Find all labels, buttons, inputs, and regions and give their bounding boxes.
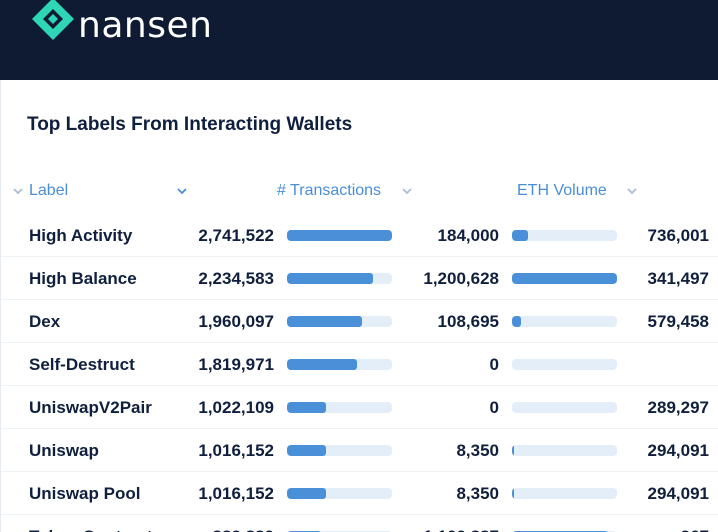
eth-volume-bar-fill xyxy=(512,316,521,327)
eth-volume-sort-chevron-icon[interactable] xyxy=(625,184,639,198)
transactions-bar-fill xyxy=(287,402,326,413)
row-label: High Activity xyxy=(29,226,133,245)
table-row[interactable]: Self-Destruct 1,819,971 0 xyxy=(1,343,718,386)
row-label: Self-Destruct xyxy=(29,355,135,374)
eth-volume-value: 1,100,887 xyxy=(423,515,499,532)
eth-volume-bar-fill xyxy=(512,488,514,499)
eth-volume-bar xyxy=(512,273,617,284)
extra-value: 289,297 xyxy=(647,398,709,417)
transactions-value: 2,741,522 xyxy=(198,226,274,245)
eth-volume-bar xyxy=(512,359,617,370)
transactions-value: 1,819,971 xyxy=(198,355,274,374)
eth-volume-value: 0 xyxy=(489,398,499,417)
extra-value: 736,001 xyxy=(647,226,709,245)
transactions-bar-fill xyxy=(287,230,392,241)
eth-volume-value: 1,200,628 xyxy=(423,269,499,288)
row-label: Uniswap Pool xyxy=(29,484,141,503)
table-row[interactable]: High Balance 2,234,583 1,200,628 341,497 xyxy=(1,257,718,300)
table-row[interactable]: Uniswap Pool 1,016,152 8,350 294,091 xyxy=(1,472,718,515)
column-header-transactions[interactable]: # Transactions xyxy=(277,182,382,199)
transactions-bar-fill xyxy=(287,488,326,499)
row-label: UniswapV2Pair xyxy=(29,398,152,417)
transactions-bar xyxy=(287,445,392,456)
eth-volume-value: 0 xyxy=(489,355,499,374)
column-header-eth-volume[interactable]: ETH Volume xyxy=(517,182,607,199)
row-label: Token Contract xyxy=(29,515,152,532)
label-sort-chevron-icon[interactable] xyxy=(175,184,189,198)
extra-value: 294,091 xyxy=(647,484,709,503)
eth-volume-bar-fill xyxy=(512,273,617,284)
transactions-bar xyxy=(287,230,392,241)
extra-value: 967 xyxy=(681,515,709,532)
transactions-value: 1,016,152 xyxy=(198,441,274,460)
eth-volume-bar-fill xyxy=(512,230,528,241)
transactions-value: 882,880 xyxy=(213,515,274,532)
table-row[interactable]: UniswapV2Pair 1,022,109 0 289,297 xyxy=(1,386,718,429)
eth-volume-bar xyxy=(512,230,617,241)
eth-volume-value: 108,695 xyxy=(437,312,499,331)
eth-volume-value: 184,000 xyxy=(437,226,499,245)
eth-volume-bar xyxy=(512,316,617,327)
transactions-bar-fill xyxy=(287,359,357,370)
transactions-bar-fill xyxy=(287,445,326,456)
transactions-value: 1,016,152 xyxy=(198,484,274,503)
eth-volume-bar-fill xyxy=(512,445,514,456)
transactions-bar-fill xyxy=(287,316,362,327)
table-row[interactable]: Dex 1,960,097 108,695 579,458 xyxy=(1,300,718,343)
eth-volume-value: 8,350 xyxy=(456,484,499,503)
extra-value: 579,458 xyxy=(647,312,709,331)
panel-title: Top Labels From Interacting Wallets xyxy=(27,114,353,135)
extra-value: 341,497 xyxy=(647,269,709,288)
top-labels-panel: Top Labels From Interacting Wallets Labe… xyxy=(0,80,718,532)
sort-chevron-icon[interactable] xyxy=(11,184,25,198)
top-header: nansen xyxy=(0,0,718,80)
brand-name: nansen xyxy=(78,5,213,46)
transactions-bar xyxy=(287,402,392,413)
table-row[interactable]: Uniswap 1,016,152 8,350 294,091 xyxy=(1,429,718,472)
row-label: Dex xyxy=(29,312,61,331)
transactions-bar-fill xyxy=(287,273,373,284)
eth-volume-value: 8,350 xyxy=(456,441,499,460)
transactions-value: 2,234,583 xyxy=(198,269,274,288)
extra-value: 294,091 xyxy=(647,441,709,460)
row-label: Uniswap xyxy=(29,441,99,460)
table-row[interactable]: Token Contract 882,880 1,100,887 967 xyxy=(1,515,718,532)
transactions-bar xyxy=(287,359,392,370)
transactions-value: 1,960,097 xyxy=(198,312,274,331)
nansen-logo-mark-icon xyxy=(28,0,78,44)
eth-volume-bar xyxy=(512,488,617,499)
eth-volume-bar xyxy=(512,402,617,413)
transactions-bar xyxy=(287,273,392,284)
table-row[interactable]: High Activity 2,741,522 184,000 736,001 xyxy=(1,214,718,257)
column-header-label[interactable]: Label xyxy=(29,182,69,199)
row-label: High Balance xyxy=(29,269,137,288)
eth-volume-bar xyxy=(512,445,617,456)
transactions-bar xyxy=(287,316,392,327)
transactions-bar xyxy=(287,488,392,499)
transactions-value: 1,022,109 xyxy=(198,398,274,417)
transactions-sort-chevron-icon[interactable] xyxy=(400,184,414,198)
